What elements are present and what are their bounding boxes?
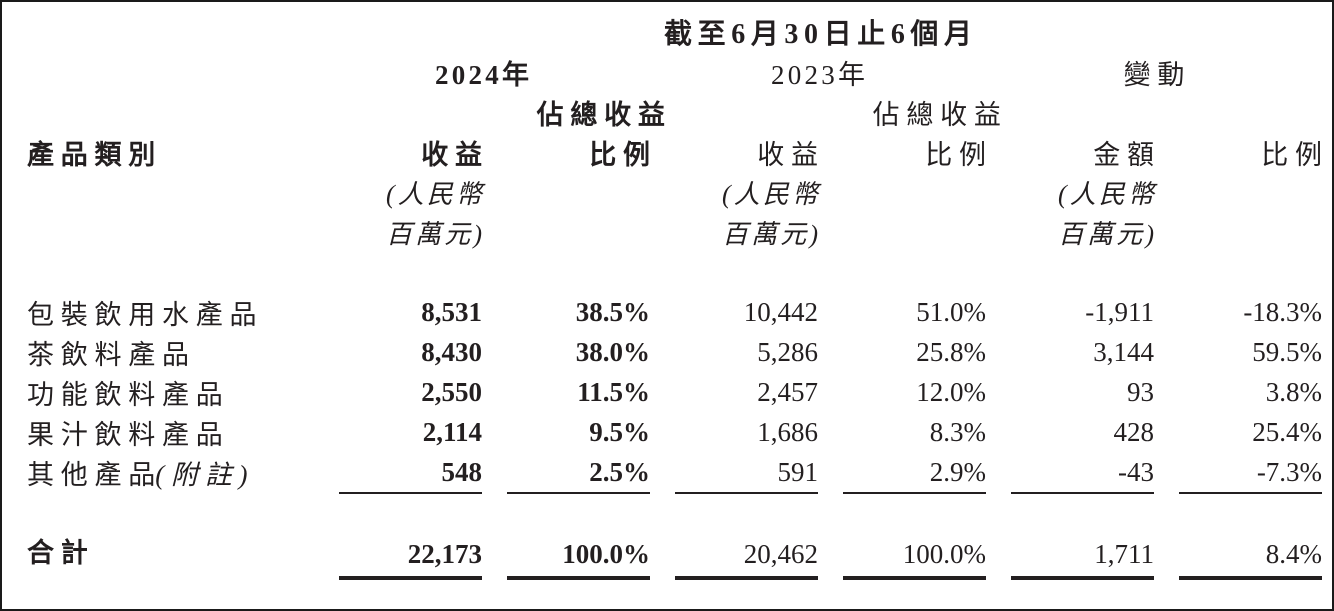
table-row-juice: 果汁飲料產品 2,114 9.5% 1,686 8.3% 428 25.4% — [27, 412, 1322, 452]
currency-note-row-1: (人民幣 (人民幣 (人民幣 — [27, 172, 1322, 212]
currency-note-2023-l2: 百萬元) — [721, 219, 822, 249]
thin-rule — [675, 492, 818, 494]
share-header-2024: 佔總收益 — [536, 99, 672, 130]
cell-change-ratio: 59.5% — [1252, 336, 1323, 367]
share-header-row: 佔總收益 佔總收益 — [27, 92, 1322, 132]
cell-2024-revenue: 8,531 — [421, 296, 482, 327]
cell-2024-ratio: 2.5% — [589, 456, 650, 487]
total-row: 合計 22,173 100.0% 20,462 100.0% 1,711 8.4… — [27, 494, 1322, 576]
cell-2023-ratio: 51.0% — [916, 296, 986, 327]
currency-note-2023-l1: (人民幣 — [721, 179, 822, 209]
cell-2023-revenue: 1,686 — [757, 416, 818, 447]
year-group-row: 2024年 2023年 變動 — [27, 52, 1322, 92]
cell-2024-revenue: 2,114 — [422, 416, 482, 447]
thick-rule — [507, 576, 650, 580]
cell-2024-ratio: 38.5% — [575, 296, 650, 327]
thick-rule — [843, 576, 986, 580]
thick-rule — [1179, 576, 1323, 580]
table-row-tea: 茶飲料產品 8,430 38.0% 5,286 25.8% 3,144 59.5… — [27, 332, 1322, 372]
row-label: 茶飲料產品 — [27, 339, 196, 370]
header-2023-ratio: 比例 — [925, 139, 993, 170]
cell-change-ratio: 25.4% — [1252, 416, 1323, 447]
cell-change-amount: 93 — [1127, 376, 1154, 407]
col-group-2024: 2024年 — [435, 59, 533, 90]
cell-2023-revenue: 591 — [777, 456, 819, 487]
cell-2024-ratio: 38.0% — [575, 336, 650, 367]
cell-2024-ratio: 11.5% — [577, 376, 650, 407]
table-row-functional-drinks: 功能飲料產品 2,550 11.5% 2,457 12.0% 93 3.8% — [27, 372, 1322, 412]
thin-rule — [1011, 492, 1154, 494]
cell-change-ratio: -18.3% — [1243, 296, 1323, 327]
row-label: 包裝飲用水產品 — [27, 299, 264, 330]
cell-2024-ratio: 9.5% — [589, 416, 650, 447]
total-2024-revenue: 22,173 — [407, 539, 482, 569]
category-header: 產品類別 — [27, 139, 162, 170]
row-note: (附註) — [155, 459, 255, 490]
cell-2024-revenue: 8,430 — [421, 336, 482, 367]
thick-rule — [1011, 576, 1154, 580]
row-label: 果汁飲料產品 — [27, 419, 230, 450]
cell-change-amount: -43 — [1118, 456, 1154, 487]
period-header-row: 截至6月30日止6個月 — [27, 12, 1322, 52]
column-header-row: 產品類別 收益 比例 收益 比例 金額 比例 — [27, 132, 1322, 172]
cell-change-amount: -1,911 — [1085, 296, 1154, 327]
total-change-ratio: 8.4% — [1265, 539, 1323, 569]
period-header: 截至6月30日止6個月 — [314, 12, 1322, 52]
cell-change-amount: 3,144 — [1093, 336, 1154, 367]
header-2024-revenue: 收益 — [421, 139, 489, 170]
cell-2023-revenue: 10,442 — [743, 296, 818, 327]
header-2023-revenue: 收益 — [757, 139, 825, 170]
grand-total-rule-row — [27, 576, 1323, 580]
col-group-change: 變動 — [1123, 59, 1192, 90]
row-label: 其他產品(附註) — [27, 459, 255, 490]
total-change-amount: 1,711 — [1094, 539, 1154, 569]
revenue-by-product-table: 截至6月30日止6個月 2024年 2023年 變動 佔總收益 佔總收益 產品類… — [27, 12, 1322, 580]
currency-note-2024-l2: 百萬元) — [385, 219, 486, 249]
cell-2023-ratio: 25.8% — [916, 336, 986, 367]
cell-2024-revenue: 548 — [441, 456, 483, 487]
spacer-row — [27, 252, 1322, 292]
row-label: 功能飲料產品 — [27, 379, 230, 410]
cell-2023-revenue: 5,286 — [757, 336, 818, 367]
thick-rule — [675, 576, 818, 580]
thin-rule — [843, 492, 986, 494]
cell-2023-ratio: 12.0% — [916, 376, 986, 407]
share-header-2023: 佔總收益 — [872, 99, 1008, 130]
total-2023-revenue: 20,462 — [743, 539, 818, 569]
thin-rule — [507, 492, 650, 494]
cell-2023-revenue: 2,457 — [757, 376, 818, 407]
currency-note-2024-l1: (人民幣 — [385, 179, 486, 209]
cell-2024-revenue: 2,550 — [421, 376, 482, 407]
cell-2023-ratio: 8.3% — [929, 416, 986, 447]
total-2024-ratio: 100.0% — [562, 539, 650, 569]
cell-change-amount: 428 — [1113, 416, 1155, 447]
cell-change-ratio: 3.8% — [1265, 376, 1323, 407]
table-row-packaged-water: 包裝飲用水產品 8,531 38.5% 10,442 51.0% -1,911 … — [27, 292, 1322, 332]
cell-change-ratio: -7.3% — [1256, 456, 1323, 487]
table-row-other-products: 其他產品(附註) 548 2.5% 591 2.9% -43 -7.3% — [27, 452, 1322, 492]
subtotal-rule-row — [27, 492, 1323, 494]
currency-note-change-l1: (人民幣 — [1057, 179, 1158, 209]
thin-rule — [339, 492, 482, 494]
thick-rule — [339, 576, 482, 580]
col-group-2023: 2023年 — [771, 59, 869, 90]
total-label: 合計 — [27, 538, 95, 568]
period-header-text: 截至6月30日止6個月 — [664, 19, 978, 50]
header-change-amount: 金額 — [1093, 139, 1161, 170]
thin-rule — [1179, 492, 1323, 494]
header-2024-ratio: 比例 — [589, 139, 657, 170]
currency-note-row-2: 百萬元) 百萬元) 百萬元) — [27, 212, 1322, 252]
total-2023-ratio: 100.0% — [902, 539, 986, 569]
header-change-ratio: 比例 — [1261, 139, 1329, 170]
currency-note-change-l2: 百萬元) — [1057, 219, 1158, 249]
cell-2023-ratio: 2.9% — [929, 456, 986, 487]
